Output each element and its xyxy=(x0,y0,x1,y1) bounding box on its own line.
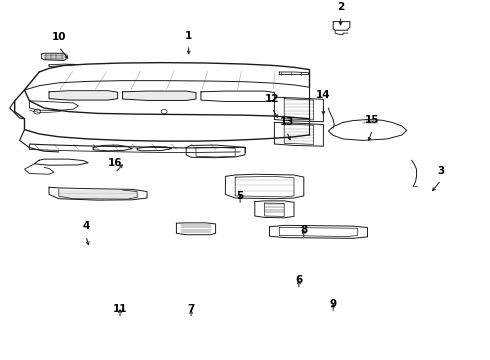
Text: 3: 3 xyxy=(438,166,444,176)
Text: 2: 2 xyxy=(337,2,344,12)
Text: 6: 6 xyxy=(295,275,302,285)
Text: 4: 4 xyxy=(82,221,90,231)
Text: 1: 1 xyxy=(185,31,192,41)
Text: 8: 8 xyxy=(300,225,307,235)
Text: 16: 16 xyxy=(108,158,122,168)
Text: 9: 9 xyxy=(330,299,337,309)
Text: 5: 5 xyxy=(237,191,244,201)
Text: 7: 7 xyxy=(187,304,195,314)
Text: 14: 14 xyxy=(316,90,331,100)
Text: 11: 11 xyxy=(113,304,127,314)
Text: 12: 12 xyxy=(265,94,279,104)
Text: 15: 15 xyxy=(365,115,380,125)
Text: 13: 13 xyxy=(279,117,294,127)
Text: 10: 10 xyxy=(51,32,66,42)
